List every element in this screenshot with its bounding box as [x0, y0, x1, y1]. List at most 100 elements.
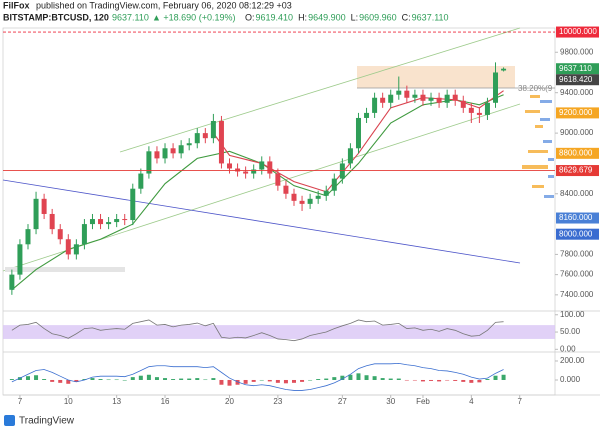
macd-histogram-bar [163, 378, 168, 380]
candle-body [355, 117, 361, 149]
macd-histogram-bar [17, 377, 22, 380]
x-tick-label: 13 [112, 397, 121, 406]
macd-histogram-bar [259, 379, 264, 381]
macd-histogram-bar [66, 379, 71, 384]
ohlc-key: O: [245, 12, 255, 22]
candle-body [364, 112, 370, 118]
candle-body [372, 97, 378, 113]
candle-body [73, 244, 79, 255]
macd-histogram-bar [243, 379, 248, 384]
candle-body [493, 72, 499, 103]
candle-body [501, 68, 507, 71]
y-tick-label: 9000.000 [560, 128, 594, 137]
macd-histogram-bar [493, 375, 498, 380]
y-tick-label: 7400.000 [560, 290, 594, 299]
candle-body [428, 97, 434, 101]
y-tick-label: 7600.000 [560, 270, 594, 279]
author: FilFox [3, 0, 30, 10]
macd-histogram-bar [324, 378, 329, 380]
x-tick-label: 30 [386, 397, 395, 406]
ohlc-key: C: [402, 12, 411, 22]
price-label: 8000.000 [559, 229, 593, 238]
candle-body [186, 143, 192, 146]
y-tick-label: 9400.000 [560, 88, 594, 97]
candle-body [130, 188, 136, 221]
macd-histogram-bar [130, 377, 135, 380]
macd-histogram-bar [461, 379, 466, 382]
candle-body [339, 163, 345, 179]
macd-histogram-bar [291, 379, 296, 383]
x-tick-label: 10 [64, 397, 73, 406]
candle-body [444, 94, 450, 103]
x-tick-label: 23 [273, 397, 282, 406]
macd-histogram-bar [388, 378, 393, 380]
candle-body [194, 133, 200, 144]
x-tick-label: 4 [469, 397, 474, 406]
macd-histogram-bar [364, 375, 369, 380]
price-label: 9637.110 [559, 64, 592, 73]
candle-body [460, 100, 466, 108]
macd-histogram-bar [445, 379, 450, 381]
last-price: 9637.110 [112, 12, 149, 22]
candle-body [331, 178, 337, 191]
candle-body [315, 195, 321, 199]
candle-body [146, 151, 152, 174]
macd-histogram-bar [348, 374, 353, 380]
macd-histogram-bar [219, 379, 224, 385]
macd-histogram-bar [171, 379, 176, 380]
candle-body [154, 151, 160, 159]
macd-histogram-bar [211, 378, 216, 380]
candle-body [106, 222, 112, 225]
ohlc-value: 9609.960 [359, 12, 397, 22]
price-label-box [556, 165, 599, 177]
candle-body [396, 90, 402, 95]
price-label: 8629.679 [559, 166, 593, 175]
candle-body [235, 168, 241, 172]
candle-body [138, 173, 144, 189]
y-tick-label: 200.00 [560, 356, 585, 365]
macd-histogram-bar [42, 379, 47, 380]
frames [2, 27, 600, 396]
macd-histogram-bar [429, 379, 434, 381]
candle-body [65, 239, 71, 255]
candle-body [81, 224, 87, 245]
macd-line [11, 362, 504, 391]
macd-histogram-bar [106, 379, 111, 381]
macd-histogram-bar [251, 379, 256, 382]
macd-histogram-bar [380, 378, 385, 380]
candle-body [49, 213, 55, 230]
candle-body [227, 163, 233, 169]
candle-body [178, 145, 184, 154]
macd-histogram-bar [283, 379, 288, 384]
price-label: 8800.000 [559, 148, 593, 157]
candle-body [307, 198, 313, 204]
price-label-box [556, 107, 599, 119]
macd-histogram-bar [50, 379, 55, 382]
x-tick-label: 7 [517, 397, 522, 406]
candle-body [267, 161, 273, 174]
macd-histogram-bar [485, 379, 490, 380]
y-tick-label: 0.000 [560, 375, 581, 384]
candle-body [275, 173, 281, 186]
candle-body [259, 161, 265, 170]
macd-histogram-bar [187, 378, 192, 380]
macd-histogram-bar [122, 379, 127, 381]
macd-histogram-bar [437, 379, 442, 382]
candle-body [89, 219, 95, 225]
candle-body [114, 219, 120, 223]
candle-body [347, 148, 353, 164]
price-label-box [556, 74, 599, 86]
ohlc-key: H: [298, 12, 307, 22]
candle-body [17, 244, 23, 275]
candle-body [436, 97, 442, 103]
candle-body [57, 229, 63, 240]
candle-body [218, 120, 224, 164]
y-tick-label: 100.00 [560, 310, 585, 319]
macd-histogram-bar [138, 375, 143, 380]
macd-histogram-bar [275, 379, 280, 383]
macd-histogram-bar [195, 378, 200, 380]
footer-logo [4, 415, 15, 426]
price-label-box [556, 147, 599, 159]
rsi-band [3, 325, 555, 339]
